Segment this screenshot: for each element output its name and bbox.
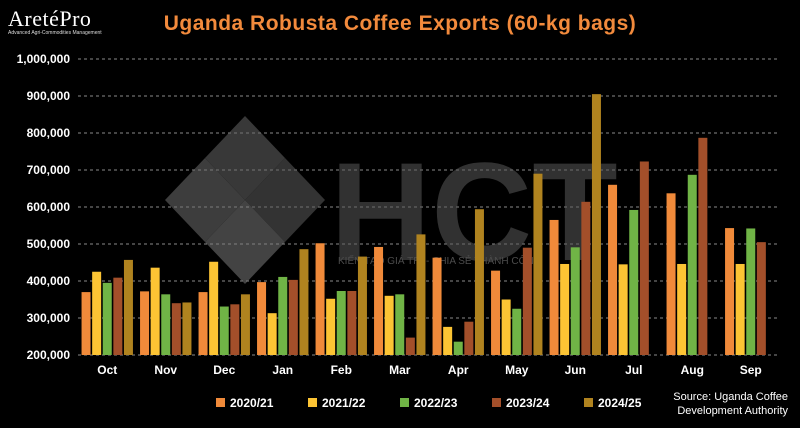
legend-swatch	[216, 398, 225, 407]
bar-2022-23-jan	[278, 276, 288, 355]
bar-2024-25-jun	[591, 94, 601, 356]
bar-2020-21-jul	[608, 184, 618, 355]
bar-2023-24-jan	[288, 279, 298, 355]
bar-2021-22-may	[501, 299, 511, 355]
bar-2020-21-apr	[432, 257, 442, 355]
hct-diamond-icon	[165, 116, 325, 284]
bar-2023-24-jun	[581, 201, 591, 355]
bar-2022-23-may	[512, 308, 522, 355]
bar-2022-23-mar	[395, 294, 405, 355]
bar-2022-23-jun	[570, 247, 580, 355]
bar-2021-22-oct	[92, 271, 102, 355]
y-tick-label: 900,000	[27, 89, 71, 103]
legend-swatch	[584, 398, 593, 407]
bar-2022-23-jul	[629, 209, 639, 355]
bar-2021-22-jan	[267, 313, 277, 355]
bar-2024-25-mar	[416, 234, 426, 355]
bar-2024-25-nov	[182, 302, 192, 355]
bar-2024-25-jan	[299, 249, 309, 355]
source-note: Source: Uganda Coffee Development Author…	[568, 390, 788, 418]
source-line-1: Source: Uganda Coffee	[673, 391, 788, 403]
x-tick-label: Sep	[740, 363, 762, 377]
x-tick-label: Jun	[565, 363, 586, 377]
y-tick-label: 300,000	[27, 311, 71, 325]
bar-2020-21-aug	[666, 193, 676, 355]
bar-2020-21-may	[491, 270, 501, 355]
bar-2023-24-dec	[230, 304, 240, 355]
bar-2023-24-apr	[464, 321, 474, 355]
logo-tagline: Advanced Agri-Commodities Management	[8, 30, 102, 36]
bar-2022-23-apr	[453, 341, 463, 355]
bar-2021-22-feb	[326, 298, 336, 355]
x-tick-label: Jan	[272, 363, 293, 377]
y-tick-label: 500,000	[27, 237, 71, 251]
bar-2022-23-feb	[336, 290, 346, 355]
bar-2023-24-sep	[756, 242, 766, 355]
legend-label: 2021/22	[322, 396, 366, 410]
bar-2023-24-feb	[347, 290, 357, 355]
bar-2020-21-dec	[198, 292, 208, 355]
bar-2022-23-sep	[746, 228, 756, 355]
bar-2020-21-jan	[257, 282, 267, 355]
bar-2024-25-feb	[357, 256, 367, 355]
source-line-2: Development Authority	[677, 405, 788, 417]
bar-2021-22-sep	[735, 263, 745, 355]
legend-swatch	[400, 398, 409, 407]
y-tick-label: 200,000	[27, 348, 71, 362]
bar-2023-24-mar	[405, 337, 415, 355]
bar-2022-23-oct	[102, 282, 112, 355]
bar-2020-21-sep	[725, 228, 735, 355]
x-tick-label: May	[505, 363, 529, 377]
bar-2020-21-feb	[315, 243, 325, 355]
bar-2021-22-apr	[443, 326, 453, 355]
bar-2022-23-nov	[161, 294, 171, 355]
bar-2023-24-may	[522, 247, 532, 355]
bar-2021-22-mar	[384, 295, 394, 355]
x-tick-label: Dec	[213, 363, 235, 377]
bar-2024-25-apr	[474, 209, 484, 355]
logo-name: AretéPro	[8, 6, 92, 31]
x-tick-label: Apr	[448, 363, 469, 377]
bar-2021-22-dec	[209, 261, 219, 355]
legend-label: 2022/23	[414, 396, 458, 410]
bar-2021-22-jun	[560, 263, 570, 355]
x-tick-label: Nov	[154, 363, 177, 377]
bar-2023-24-jul	[639, 161, 649, 355]
bar-2022-23-aug	[687, 174, 697, 355]
x-tick-label: Oct	[97, 363, 117, 377]
legend-label: 2024/25	[598, 396, 642, 410]
legend-label: 2020/21	[230, 396, 274, 410]
legend-swatch	[308, 398, 317, 407]
chart-title: Uganda Robusta Coffee Exports (60-kg bag…	[163, 12, 637, 35]
bar-2024-25-dec	[240, 294, 250, 355]
y-tick-label: 700,000	[27, 163, 71, 177]
x-tick-label: Jul	[625, 363, 642, 377]
y-tick-label: 1,000,000	[17, 52, 71, 66]
x-tick-label: Mar	[389, 363, 411, 377]
bar-2020-21-nov	[140, 291, 150, 355]
bar-2020-21-oct	[81, 292, 91, 355]
bar-2024-25-may	[533, 173, 543, 355]
bar-2023-24-oct	[113, 277, 123, 355]
bar-2020-21-mar	[374, 246, 384, 355]
y-tick-label: 600,000	[27, 200, 71, 214]
bar-2020-21-jun	[549, 219, 559, 355]
y-tick-label: 800,000	[27, 126, 71, 140]
bar-2021-22-jul	[618, 264, 628, 355]
bar-2021-22-nov	[150, 267, 160, 355]
bar-2022-23-dec	[219, 306, 229, 355]
aretepro-logo: AretéPro Advanced Agri-Commodities Manag…	[8, 6, 102, 37]
bar-2021-22-aug	[677, 263, 687, 355]
bar-2023-24-aug	[698, 137, 708, 355]
x-tick-label: Feb	[331, 363, 352, 377]
legend-label: 2023/24	[506, 396, 550, 410]
x-tick-label: Aug	[681, 363, 704, 377]
y-tick-label: 400,000	[27, 274, 71, 288]
bar-2024-25-oct	[123, 259, 133, 355]
legend-swatch	[492, 398, 501, 407]
bar-2023-24-nov	[171, 303, 181, 355]
